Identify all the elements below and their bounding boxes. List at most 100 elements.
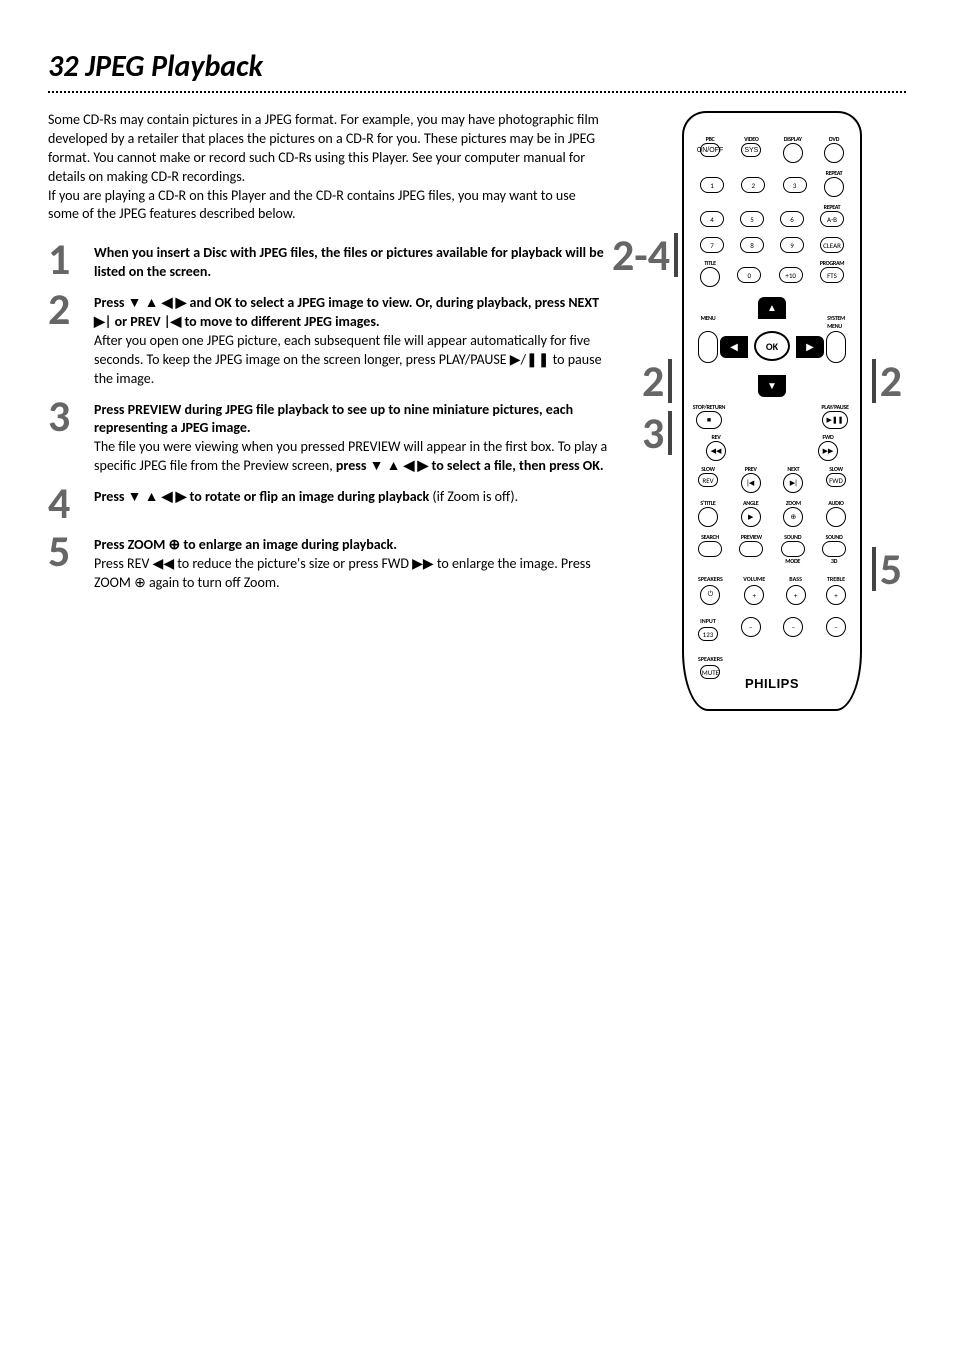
video-button[interactable]: VIDEOSYS (741, 143, 761, 157)
callout-3: 3 (642, 411, 672, 455)
search-button[interactable]: SEARCH (698, 541, 722, 557)
step-3-lead: Press PREVIEW during JPEG file playback … (94, 401, 573, 437)
remote-row-2: 1 2 3 REPEAT (694, 177, 850, 197)
remote-row-4: 7 8 9 CLEAR (694, 237, 850, 253)
ok-button[interactable]: OK (754, 331, 790, 361)
next-button[interactable]: NEXT▶| (783, 473, 803, 493)
step-2-rest: After you open one JPEG picture, each su… (94, 332, 602, 387)
pbc-text: ON/OFF (697, 147, 723, 154)
num-8-button[interactable]: 8 (740, 237, 764, 253)
zoom-button[interactable]: ZOOM⊕ (783, 507, 803, 527)
num-0-button[interactable]: 0 (737, 267, 761, 283)
fwd-icon: ▶▶ (823, 447, 834, 455)
dpad-up-button[interactable]: ▲ (758, 297, 786, 319)
dpad-right-button[interactable]: ▶ (796, 336, 824, 358)
slow-fwd-button[interactable]: SLOWFWD (826, 473, 846, 487)
fwd-button[interactable]: FWD▶▶ (818, 441, 838, 461)
zoom-icon: ⊕ (790, 513, 796, 521)
step-3-rest-b: press ▼ ▲ ◀ ▶ to select a file, then pre… (336, 457, 604, 474)
num-6-button[interactable]: 6 (780, 211, 804, 227)
speakers-power-button[interactable]: ⏻ (700, 585, 720, 605)
sound-mode-button[interactable]: SOUNDMODE (781, 541, 805, 557)
clear-button[interactable]: CLEAR (820, 237, 844, 253)
play-icon: ▶❚❚ (826, 416, 843, 424)
page-title-text: JPEG Playback (85, 48, 263, 85)
vol-up-text: + (753, 591, 757, 600)
treble-down-button[interactable]: – (826, 617, 846, 637)
menu-label: MENU (701, 314, 716, 322)
plus10-button[interactable]: +10 (779, 267, 803, 283)
step-3-body: Press PREVIEW during JPEG file playback … (94, 397, 608, 477)
repeat-ab-text: A-B (827, 215, 837, 224)
volume-label: VOLUME (743, 575, 765, 583)
system-menu-button[interactable]: SYSTEM MENU (826, 331, 846, 363)
page-title: 32 JPEG Playback (48, 48, 906, 85)
title-button[interactable]: TITLE (700, 267, 720, 287)
next-icon: ▶| (790, 479, 797, 487)
volume-down-button[interactable]: – (741, 617, 761, 637)
num-1-button[interactable]: 1 (700, 177, 724, 193)
num-2-button[interactable]: 2 (741, 177, 765, 193)
stop-icon: ■ (707, 417, 711, 424)
angle-button[interactable]: ANGLE▶ (741, 507, 761, 527)
intro-p2: If you are playing a CD-R on this Player… (48, 187, 576, 223)
content-row: Some CD-Rs may contain pictures in a JPE… (48, 111, 906, 731)
menu-button[interactable]: MENU (698, 331, 718, 363)
stop-button[interactable]: STOP/RETURN■ (696, 411, 722, 429)
speakers-label: SPEAKERS (698, 575, 723, 583)
remote-row-1: PBCON/OFF VIDEOSYS DISPLAY DVD (694, 143, 850, 163)
play-pause-button[interactable]: PLAY/PAUSE▶❚❚ (822, 411, 848, 429)
input-button[interactable]: 123 (698, 627, 718, 641)
dpad-down-button[interactable]: ▼ (758, 375, 786, 397)
volume-bottom-row: INPUT123 – – – (694, 617, 850, 641)
repeat-ab-button[interactable]: REPEATA-B (820, 211, 844, 227)
repeat-ab-label: REPEAT (824, 203, 841, 211)
fts-text: FTS (827, 271, 837, 280)
num-4-text: 4 (710, 215, 714, 224)
nav-row: SLOWREV PREV|◀ NEXT▶| SLOWFWD (694, 473, 850, 493)
num-5-button[interactable]: 5 (740, 211, 764, 227)
num-3-button[interactable]: 3 (783, 177, 807, 193)
display-button[interactable]: DISPLAY (783, 143, 803, 163)
search-label: SEARCH (701, 533, 719, 541)
power-icon: ⏻ (708, 591, 714, 599)
num-4-button[interactable]: 4 (700, 211, 724, 227)
num-8-text: 8 (750, 241, 754, 250)
callout-2-right: 2 (872, 359, 902, 403)
num-9-button[interactable]: 9 (780, 237, 804, 253)
bass-up-button[interactable]: + (786, 585, 806, 605)
step-3: 3 Press PREVIEW during JPEG file playbac… (48, 397, 608, 477)
dvd-button[interactable]: DVD (824, 143, 844, 163)
repeat-button[interactable]: REPEAT (824, 177, 844, 197)
mode-row: S'TITLE ANGLE▶ ZOOM⊕ AUDIO (694, 507, 850, 527)
bass-down-button[interactable]: – (783, 617, 803, 637)
callout-5: 5 (872, 547, 902, 591)
remote-row-3: 4 5 6 REPEATA-B (694, 211, 850, 227)
treble-up-button[interactable]: + (826, 585, 846, 605)
prev-icon: |◀ (747, 479, 754, 487)
fts-button[interactable]: PROGRAMFTS (820, 267, 844, 283)
rev-button[interactable]: REV◀◀ (706, 441, 726, 461)
stop-play-row: STOP/RETURN■ PLAY/PAUSE▶❚❚ (694, 411, 850, 429)
rev-icon: ◀◀ (711, 447, 722, 455)
dpad: MENU SYSTEM MENU ▲ ▼ ◀ ▶ OK (712, 297, 832, 397)
intro-p1: Some CD-Rs may contain pictures in a JPE… (48, 111, 599, 185)
audio-button[interactable]: AUDIO (826, 507, 846, 527)
preview-label: PREVIEW (741, 533, 762, 541)
slow-rev-button[interactable]: SLOWREV (698, 473, 718, 487)
subtitle-button[interactable]: S'TITLE (698, 507, 718, 527)
slow-rev-label: SLOW (701, 465, 715, 473)
callout-2-left: 2 (642, 359, 672, 403)
pbc-button[interactable]: PBCON/OFF (700, 143, 720, 157)
volume-up-button[interactable]: + (744, 585, 764, 605)
dpad-left-button[interactable]: ◀ (720, 336, 748, 358)
page-number: 32 (48, 48, 78, 85)
prev-button[interactable]: PREV|◀ (741, 473, 761, 493)
preview-button[interactable]: PREVIEW (739, 541, 763, 557)
input-text: 123 (703, 630, 714, 639)
bass-up-text: + (794, 591, 798, 600)
num-7-button[interactable]: 7 (700, 237, 724, 253)
title-label: TITLE (704, 259, 716, 267)
sound-3d-button[interactable]: SOUND3D (822, 541, 846, 557)
video-text: SYS (744, 147, 758, 154)
